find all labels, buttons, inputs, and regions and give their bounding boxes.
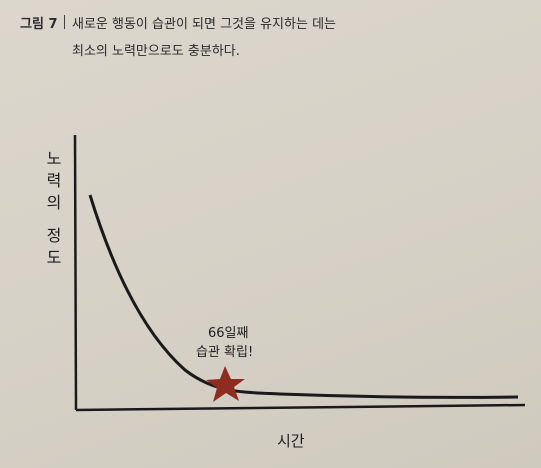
x-axis-label: 시간 [277,432,305,450]
effort-curve [88,194,519,399]
caption-line: 새로운 행동이 습관이 되면 그것을 유지하는 데는 [72,17,336,32]
y-axis-label: 노력의 정도 [43,150,62,272]
figure-label: 그림 7 [20,17,58,32]
y-axis [73,134,78,411]
separator [64,15,65,29]
annotation: 습관 확립! [196,345,254,360]
caption-line: 최소의 노력만으로도 충분하다. [72,44,240,59]
annotation: 66일째 [208,326,249,341]
x-axis [75,403,526,412]
star [206,366,245,402]
